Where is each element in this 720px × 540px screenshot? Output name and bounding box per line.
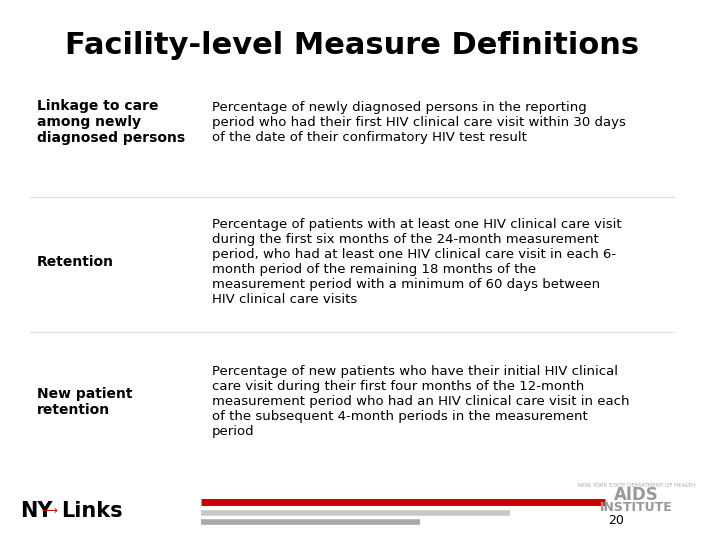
Text: Percentage of new patients who have their initial HIV clinical
care visit during: Percentage of new patients who have thei…: [212, 365, 629, 438]
Text: Linkage to care
among newly
diagnosed persons: Linkage to care among newly diagnosed pe…: [37, 99, 185, 145]
Text: ⟶: ⟶: [41, 505, 57, 516]
Text: Retention: Retention: [37, 255, 114, 269]
Text: INSTITUTE: INSTITUTE: [600, 502, 672, 515]
Text: NY: NY: [19, 501, 53, 521]
Text: New patient
retention: New patient retention: [37, 387, 132, 417]
Text: AIDS: AIDS: [614, 485, 659, 504]
Text: Percentage of newly diagnosed persons in the reporting
period who had their firs: Percentage of newly diagnosed persons in…: [212, 101, 626, 144]
Text: Percentage of patients with at least one HIV clinical care visit
during the firs: Percentage of patients with at least one…: [212, 218, 621, 306]
Text: NEW YORK STATE DEPARTMENT OF HEALTH: NEW YORK STATE DEPARTMENT OF HEALTH: [577, 483, 695, 489]
Text: Facility-level Measure Definitions: Facility-level Measure Definitions: [65, 31, 639, 60]
Text: Links: Links: [60, 501, 122, 521]
Text: 20: 20: [608, 514, 624, 527]
